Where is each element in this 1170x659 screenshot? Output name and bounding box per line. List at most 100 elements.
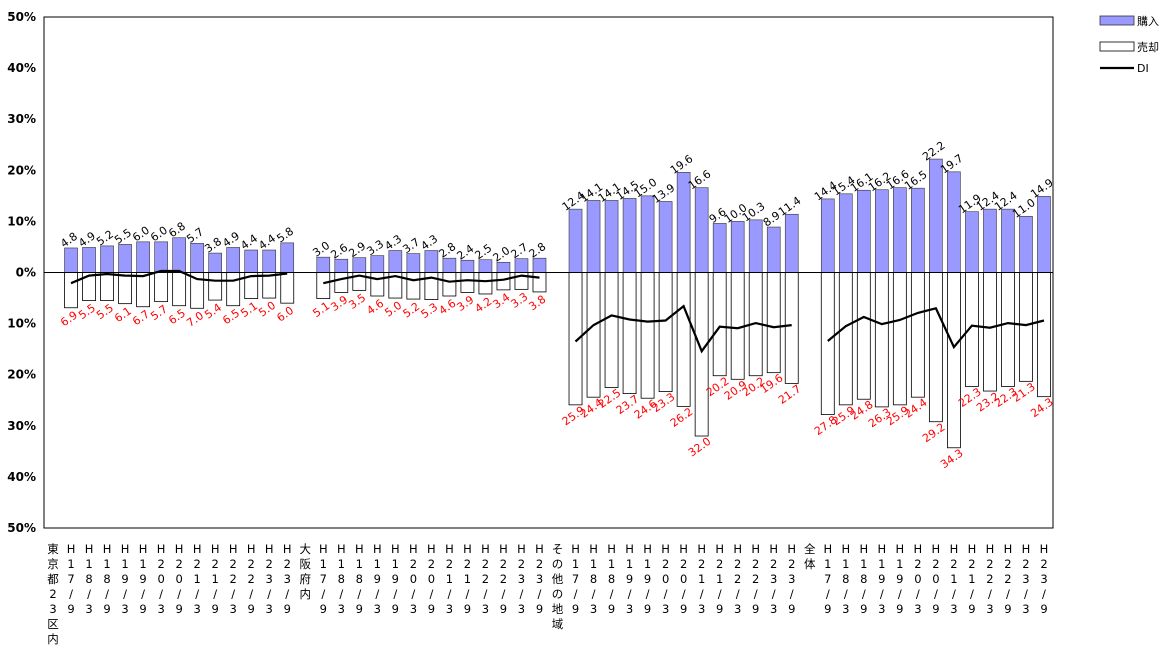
period-label-char: H xyxy=(643,542,652,556)
period-label-char: 0 xyxy=(175,572,182,586)
sell-bar xyxy=(874,272,889,408)
period-label-char: H xyxy=(896,542,905,556)
period-label-char: / xyxy=(538,587,542,601)
buy-bar xyxy=(82,247,96,273)
period-label-char: / xyxy=(285,587,289,601)
sell-bar xyxy=(892,272,907,406)
y-tick-label: 50% xyxy=(7,10,36,24)
buy-bar xyxy=(262,249,277,273)
period-label-char: 3 xyxy=(842,602,849,616)
period-label-char: 1 xyxy=(878,557,885,571)
sell-data-label: 4.6 xyxy=(364,297,386,318)
period-label-char: / xyxy=(844,587,848,601)
period-label-char: 2 xyxy=(752,572,759,586)
sell-bar xyxy=(676,272,691,407)
y-tick-label: 20% xyxy=(7,163,36,177)
period-label-char: 2 xyxy=(248,572,255,586)
buy-data-label: 6.0 xyxy=(148,224,170,245)
period-label-char: 3 xyxy=(374,602,381,616)
period-label-char: 2 xyxy=(500,557,507,571)
period-label-char: 7 xyxy=(320,572,327,586)
buy-bar xyxy=(154,241,168,273)
period-label-char: 3 xyxy=(266,572,273,586)
buy-data-label: 2.8 xyxy=(527,240,549,261)
period-label-char: 9 xyxy=(67,602,74,616)
sell-bar xyxy=(658,272,673,392)
period-label-char: 2 xyxy=(770,557,777,571)
period-label-char: 3 xyxy=(338,602,345,616)
period-label-char: 9 xyxy=(608,602,615,616)
period-label-char: H xyxy=(697,542,706,556)
sell-data-label: 34.3 xyxy=(938,447,966,472)
period-label-char: / xyxy=(484,587,488,601)
period-label-char: H xyxy=(571,542,580,556)
period-label-char: 8 xyxy=(338,572,345,586)
buy-data-label: 3.0 xyxy=(310,239,332,260)
buy-bar xyxy=(784,213,799,273)
group-label-char: 府 xyxy=(300,572,312,586)
period-label-char: 9 xyxy=(644,602,651,616)
period-label-char: 3 xyxy=(662,602,669,616)
buy-bar xyxy=(64,247,78,273)
period-label-char: 2 xyxy=(230,557,237,571)
period-label-char: / xyxy=(429,587,433,601)
di-line xyxy=(70,269,288,285)
period-label-char: 8 xyxy=(842,572,849,586)
group-label-char: 都 xyxy=(47,572,59,586)
period-label-char: 9 xyxy=(644,572,651,586)
period-label-char: 9 xyxy=(464,602,471,616)
period-label-char: H xyxy=(157,542,166,556)
period-label-char: 2 xyxy=(500,572,507,586)
period-label-char: 1 xyxy=(320,557,327,571)
period-label-char: H xyxy=(103,542,112,556)
period-label-char: 1 xyxy=(950,572,957,586)
period-label-char: 3 xyxy=(1040,572,1047,586)
sell-data-label: 6.0 xyxy=(274,304,296,325)
period-label-char: 3 xyxy=(698,602,705,616)
period-label-char: / xyxy=(411,587,415,601)
sell-bar xyxy=(784,272,799,384)
period-label-char: 0 xyxy=(932,572,939,586)
period-label-char: 3 xyxy=(986,602,993,616)
sell-data-label: 4.6 xyxy=(436,297,458,318)
period-label-char: / xyxy=(880,587,884,601)
period-label-char: 1 xyxy=(590,557,597,571)
period-label-char: 3 xyxy=(770,572,777,586)
period-label-char: 9 xyxy=(1040,602,1047,616)
group-label-char: 阪 xyxy=(300,557,312,571)
period-label-char: 9 xyxy=(248,602,255,616)
period-label-char: 1 xyxy=(356,557,363,571)
period-label-char: / xyxy=(790,587,794,601)
period-label-char: H xyxy=(914,542,923,556)
period-label-char: H xyxy=(517,542,526,556)
period-label-char: H xyxy=(878,542,887,556)
period-label-char: 3 xyxy=(284,572,291,586)
period-label-char: / xyxy=(826,587,830,601)
buy-bar xyxy=(208,252,222,273)
buy-bar xyxy=(244,249,259,273)
period-label-char: 2 xyxy=(734,572,741,586)
period-label-char: / xyxy=(700,587,704,601)
period-label-char: 2 xyxy=(932,557,939,571)
period-label-char: 9 xyxy=(212,602,219,616)
legend-sell-label: 売却 xyxy=(1137,41,1159,54)
period-label-char: 2 xyxy=(914,557,921,571)
buy-bar xyxy=(514,258,529,273)
period-label-char: 9 xyxy=(824,602,831,616)
period-label-char: / xyxy=(970,587,974,601)
period-label-char: 2 xyxy=(986,572,993,586)
legend-di-label: DI xyxy=(1137,62,1149,75)
period-label-char: / xyxy=(249,587,253,601)
y-tick-label: 40% xyxy=(7,470,36,484)
sell-bar xyxy=(316,272,331,299)
period-label-char: H xyxy=(229,542,238,556)
period-label-char: 8 xyxy=(608,572,615,586)
buy-bar xyxy=(640,195,655,273)
period-label-char: 9 xyxy=(139,572,146,586)
sell-data-label: 26.2 xyxy=(668,405,696,430)
period-label-char: / xyxy=(321,587,325,601)
buy-bar xyxy=(929,158,943,273)
buy-bar xyxy=(136,241,150,273)
period-label-char: 2 xyxy=(716,557,723,571)
period-label-char: 3 xyxy=(590,602,597,616)
